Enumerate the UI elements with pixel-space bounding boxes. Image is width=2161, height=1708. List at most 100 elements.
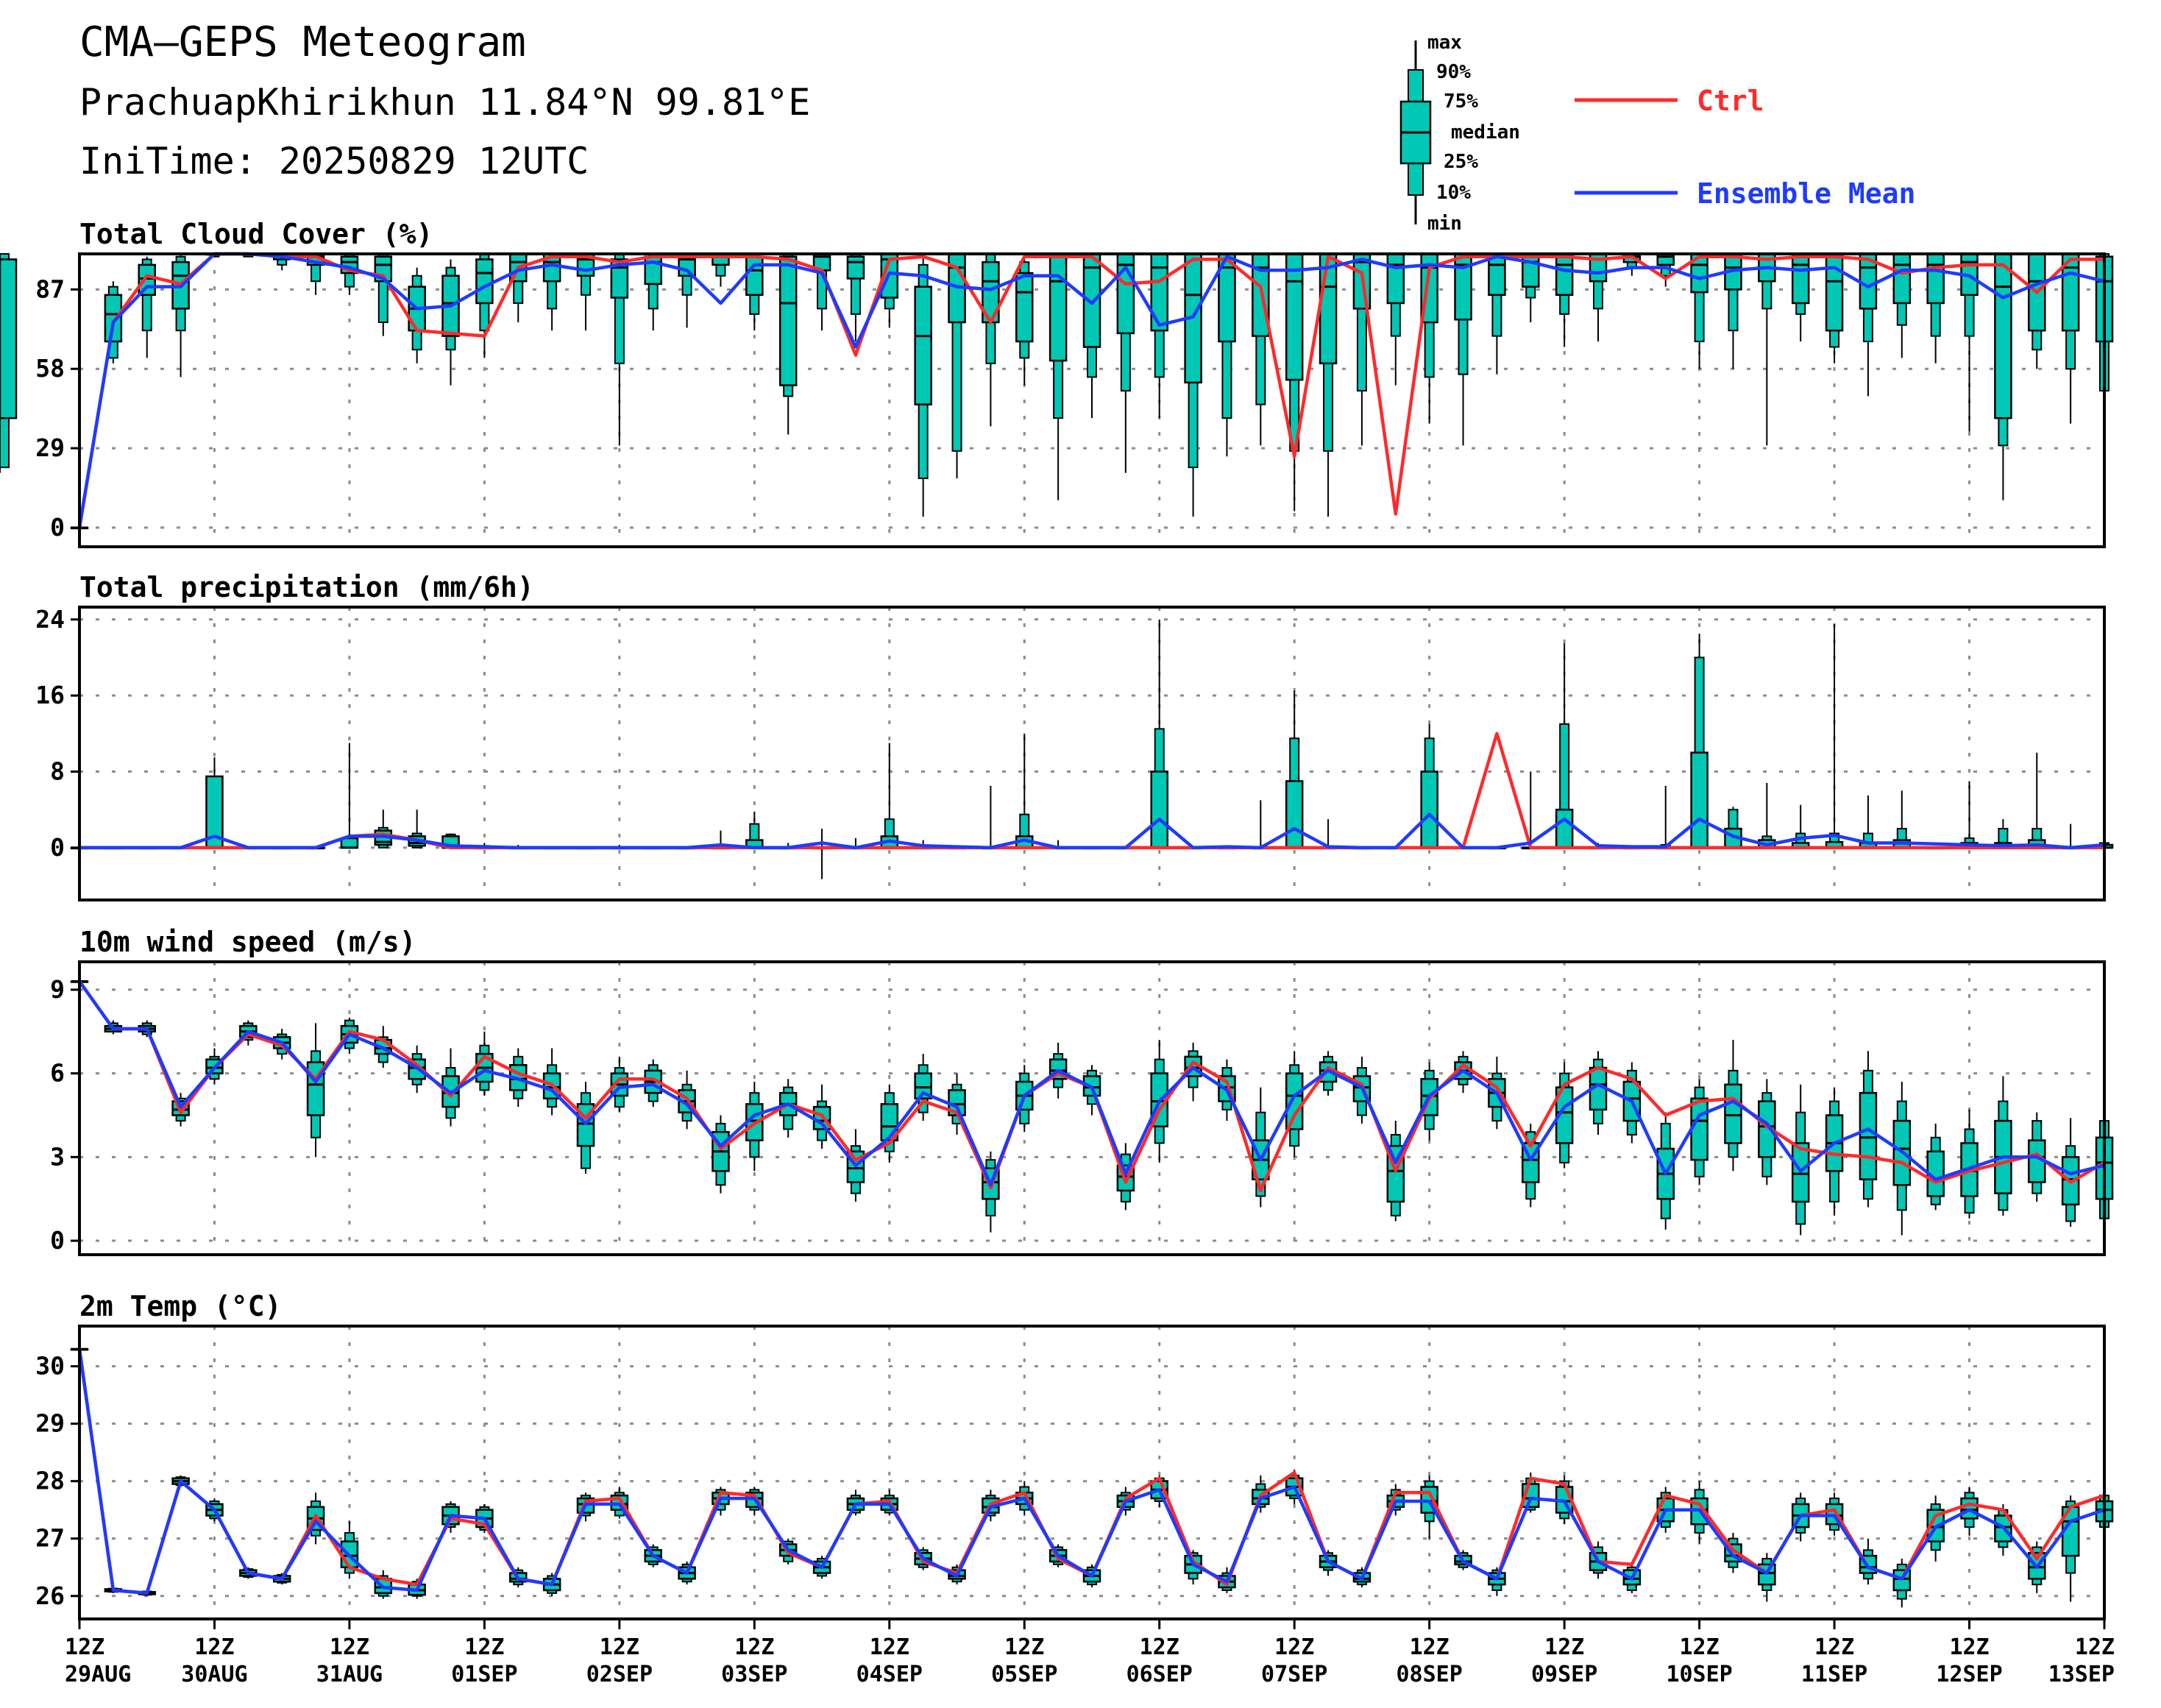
- x-tick-label-hour: 12Z: [1814, 1634, 1854, 1660]
- box-p25-p75: [1285, 252, 1304, 381]
- ensemble-box: [1488, 252, 1506, 375]
- box-p25-p75: [104, 294, 123, 343]
- ensemble-box: [374, 1570, 393, 1599]
- ensemble-box: [2061, 252, 2080, 424]
- box-p25-p75: [610, 258, 629, 299]
- ensemble-box: [1454, 252, 1472, 446]
- ensemble-box: [374, 809, 393, 848]
- ensemble-box: [576, 252, 595, 331]
- ensemble-box: [1386, 252, 1405, 386]
- ensemble-box: [880, 1084, 899, 1163]
- ensemble-box: [1690, 634, 1708, 849]
- ensemble-box: [1994, 1076, 2012, 1216]
- ensemble-box: [1758, 783, 1776, 849]
- ensemble-box: [982, 1151, 1000, 1233]
- ensemble-box: [576, 1081, 595, 1174]
- box-p25-p75: [778, 255, 798, 386]
- ensemble-box: [1994, 252, 2012, 500]
- ensemble-box: [1589, 1051, 1608, 1135]
- panel-3: 10m wind speed (m/s) 0 3 6 9: [50, 926, 2114, 1256]
- panel-frame: [78, 606, 2106, 901]
- x-tick-label-hour: 12Z: [464, 1634, 504, 1660]
- box-p25-p75: [1926, 252, 1945, 305]
- ensemble-box: [475, 253, 494, 358]
- key-label-max: max: [1427, 32, 1462, 54]
- boxplot-key: max 90% 75% median 25% 10% min: [1399, 32, 1520, 235]
- ensemble-box: [1791, 252, 1810, 342]
- box-p25-p75: [846, 255, 865, 280]
- x-tick-label-hour: 12Z: [1140, 1634, 1179, 1660]
- box-p25-p75: [1420, 770, 1438, 849]
- y-tick-label: 16: [35, 681, 65, 709]
- y-tick-label: 9: [50, 975, 65, 1004]
- x-tick-label-hour: 12Z: [1544, 1634, 1584, 1660]
- x-tick-label-date: 07SEP: [1261, 1662, 1327, 1687]
- ensemble-mean-line: [78, 980, 2105, 1187]
- ensemble-box: [374, 253, 393, 336]
- ensemble-box: [1758, 1079, 1776, 1186]
- panel-2: Total precipitation (mm/6h) 0 8 16 24: [35, 571, 2114, 901]
- x-tick-label-hour: 12Z: [1410, 1634, 1449, 1660]
- ensemble-box: [880, 252, 899, 328]
- ensemble-box: [1150, 619, 1168, 849]
- ensemble-box: [1859, 252, 1878, 397]
- x-tick-label-date: 31AUG: [316, 1662, 383, 1687]
- y-tick-label: 27: [35, 1524, 65, 1553]
- x-tick-label-date: 06SEP: [1126, 1662, 1193, 1687]
- x-tick-label-date: 09SEP: [1531, 1662, 1597, 1687]
- x-tick-label-date: 03SEP: [721, 1662, 787, 1687]
- ensemble-box: [1116, 252, 1135, 473]
- x-tick-label-hour: 12Z: [734, 1634, 774, 1660]
- ensemble-box: [2028, 752, 2046, 849]
- panel-title: Total Cloud Cover (%): [79, 218, 433, 250]
- box-p25-p75: [914, 286, 932, 405]
- ensemble-box: [1758, 252, 1776, 446]
- ensemble-box: [1555, 643, 1574, 849]
- ensemble-box: [408, 267, 426, 364]
- ensemble-box: [712, 252, 730, 287]
- ensemble-box: [1960, 1109, 1979, 1219]
- box-p25-p75: [1690, 1097, 1708, 1161]
- x-tick-label-hour: 12Z: [870, 1634, 909, 1660]
- box-p25-p75: [1825, 252, 1844, 332]
- box-p25-p75: [914, 1072, 932, 1099]
- ensemble-box: [1825, 1087, 1844, 1216]
- ensemble-box: [1791, 804, 1810, 849]
- box-p25-p75: [0, 258, 18, 419]
- key-label-p75: 75%: [1444, 91, 1478, 113]
- box-p25-p75: [1758, 1100, 1776, 1158]
- box-p25-p75: [1048, 255, 1068, 362]
- x-tick-label-date: 13SEP: [2048, 1662, 2115, 1687]
- ensemble-box: [1791, 1084, 1810, 1236]
- ensemble-box: [1825, 252, 1844, 364]
- ensemble-box: [1825, 624, 1844, 849]
- ensemble-mean-line: [79, 812, 2105, 850]
- ctrl-line: [77, 1348, 2105, 1595]
- panel-title: 10m wind speed (m/s): [79, 926, 416, 958]
- ensemble-box: [1015, 733, 1034, 849]
- ensemble-box: [1218, 252, 1236, 457]
- ensemble-box: [610, 253, 629, 446]
- ensemble-box: [745, 811, 764, 849]
- box-p25-p75: [1285, 1072, 1304, 1130]
- ensemble-box: [1589, 252, 1608, 342]
- ensemble-box: [1690, 1079, 1708, 1186]
- panel-frame: [78, 1325, 2106, 1620]
- ensemble-box: [441, 259, 460, 386]
- y-tick-label: 58: [35, 354, 65, 383]
- location-line: PrachuapKhirikhun 11.84°N 99.81°E: [79, 81, 810, 124]
- x-tick-label-date: 02SEP: [586, 1662, 653, 1687]
- key-label-median: median: [1451, 121, 1520, 143]
- panel-frame: [78, 960, 2106, 1256]
- legend-ctrl-label: Ctrl: [1697, 85, 1764, 117]
- ensemble-box: [1285, 252, 1304, 511]
- ensemble-box: [340, 743, 359, 849]
- y-tick-label: 0: [50, 833, 65, 862]
- x-tick-label-date: 01SEP: [451, 1662, 517, 1687]
- x-tick-label-date: 30AUG: [181, 1662, 247, 1687]
- box-p25-p75: [1555, 252, 1574, 297]
- ensemble-box: [1116, 1143, 1135, 1211]
- ensemble-box: [1892, 1081, 1912, 1236]
- ensemble-box: [1252, 800, 1270, 850]
